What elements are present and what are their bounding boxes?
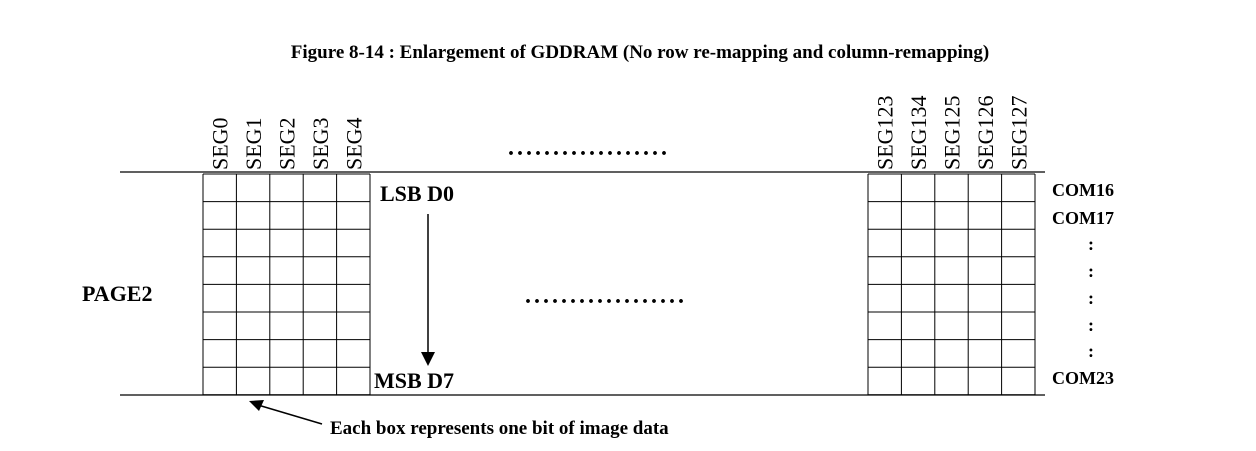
left-segment-label: SEG1 <box>241 117 266 170</box>
com-label-23: COM23 <box>1052 368 1114 388</box>
left-segment-label: SEG3 <box>308 117 333 170</box>
right-bit-grid <box>867 173 1036 396</box>
com-ellipsis-5: : <box>1088 341 1094 361</box>
middle-dot-leader: .................. <box>525 283 687 309</box>
lsb-label: LSB D0 <box>380 181 454 206</box>
page-label: PAGE2 <box>82 281 152 306</box>
caption: Each box represents one bit of image dat… <box>330 418 669 439</box>
left-bit-grid <box>202 173 371 396</box>
right-segment-label: SEG126 <box>973 95 998 170</box>
bit-order-arrow-head <box>421 352 435 366</box>
figure-title: Figure 8-14 : Enlargement of GDDRAM (No … <box>291 42 989 63</box>
right-segment-label: SEG127 <box>1006 95 1031 170</box>
top-dot-leader: .................. <box>508 135 670 161</box>
right-segment-label: SEG123 <box>873 95 898 170</box>
left-segment-label: SEG2 <box>275 117 300 170</box>
right-segment-labels: SEG123 SEG134 SEG125 SEG126 SEG127 <box>873 95 1032 170</box>
caption-arrow-head <box>249 400 264 411</box>
right-segment-label: SEG134 <box>906 95 931 170</box>
com-ellipsis-1: : <box>1088 234 1094 254</box>
com-ellipsis-3: : <box>1088 288 1094 308</box>
left-segment-label: SEG4 <box>341 117 366 170</box>
com-ellipsis-4: : <box>1088 315 1094 335</box>
caption-arrow-shaft <box>257 404 323 425</box>
left-segment-label: SEG0 <box>208 117 233 170</box>
com-label-17: COM17 <box>1052 208 1114 228</box>
com-ellipsis-2: : <box>1088 261 1094 281</box>
right-segment-label: SEG125 <box>940 95 965 170</box>
com-label-16: COM16 <box>1052 180 1114 200</box>
msb-label: MSB D7 <box>374 368 454 393</box>
left-segment-labels: SEG0 SEG1 SEG2 SEG3 SEG4 <box>208 117 367 170</box>
